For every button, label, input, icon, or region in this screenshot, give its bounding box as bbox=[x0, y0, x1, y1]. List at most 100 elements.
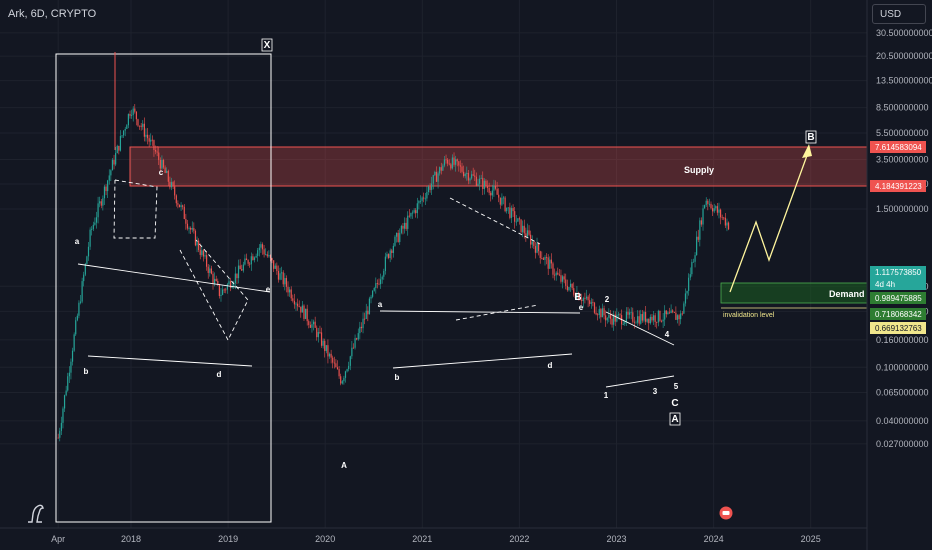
candles-layer bbox=[57, 104, 730, 442]
candle-body bbox=[432, 175, 434, 184]
wave-label: e bbox=[579, 303, 584, 312]
candle-body bbox=[167, 170, 169, 182]
candle-body bbox=[384, 256, 386, 271]
grid-lines bbox=[0, 0, 867, 528]
candle-body bbox=[293, 300, 296, 305]
candle-body bbox=[491, 190, 493, 196]
price-tag-label: 4.184391223 bbox=[875, 182, 922, 191]
candle-body bbox=[352, 347, 355, 349]
candle-body bbox=[676, 315, 679, 320]
triangle1-upper-line bbox=[77, 263, 271, 293]
candle-body bbox=[309, 324, 311, 328]
candle-body bbox=[99, 201, 101, 204]
candle-body bbox=[338, 369, 340, 377]
candle-body bbox=[518, 218, 521, 220]
candle-body bbox=[273, 260, 275, 269]
projection-arrowhead bbox=[802, 144, 812, 158]
candle-body bbox=[710, 203, 712, 209]
earnings-event-icon[interactable] bbox=[719, 506, 733, 520]
candle-body bbox=[364, 318, 366, 320]
time-axis[interactable]: Apr 2018 2019 2020 2021 2022 2023 2024 2025 bbox=[0, 527, 867, 544]
candle-body bbox=[116, 145, 118, 154]
candle-body bbox=[440, 167, 442, 171]
candle-body bbox=[359, 326, 361, 334]
candle-body bbox=[560, 275, 562, 282]
candle-body bbox=[132, 108, 134, 116]
currency-button[interactable]: USD bbox=[872, 4, 926, 24]
candle-body bbox=[670, 310, 672, 314]
candle-body bbox=[161, 159, 163, 169]
candle-body bbox=[105, 186, 107, 192]
candle-body bbox=[475, 176, 477, 186]
candle-body bbox=[553, 274, 556, 276]
candle-body bbox=[332, 357, 334, 363]
candle-body bbox=[94, 222, 96, 225]
candle-body bbox=[107, 180, 109, 192]
candle-body bbox=[683, 303, 685, 314]
supply-zone bbox=[129, 146, 868, 187]
candle-body bbox=[517, 218, 519, 222]
candle-body bbox=[697, 236, 699, 240]
candle-body bbox=[100, 201, 102, 206]
candle-body bbox=[402, 225, 404, 229]
candle-body bbox=[148, 138, 150, 142]
candle-body bbox=[63, 395, 66, 409]
candle-body bbox=[597, 314, 599, 316]
candle-body bbox=[172, 182, 174, 187]
candle-body bbox=[704, 205, 706, 209]
candle-body bbox=[499, 197, 501, 205]
candle-body bbox=[718, 209, 720, 213]
candle-body bbox=[137, 119, 139, 126]
candle-body bbox=[178, 204, 181, 208]
candle-body bbox=[480, 177, 482, 179]
candle-body bbox=[635, 322, 637, 324]
candle-body bbox=[89, 229, 91, 247]
candle-body bbox=[539, 251, 541, 258]
candle-body bbox=[265, 254, 267, 256]
candle-body bbox=[234, 273, 236, 283]
candle-body bbox=[362, 318, 364, 329]
wave-label: d bbox=[548, 361, 553, 370]
candle-body bbox=[665, 310, 667, 315]
candle-body bbox=[111, 159, 114, 171]
candle-body bbox=[266, 254, 268, 257]
candle-body bbox=[341, 381, 343, 384]
price-tag-label: 0.989475885 bbox=[875, 294, 922, 303]
candle-body bbox=[461, 166, 463, 172]
candle-body bbox=[159, 159, 161, 169]
candle-body bbox=[542, 258, 545, 260]
candle-body bbox=[121, 135, 123, 137]
candle-body bbox=[614, 314, 616, 322]
candle-body bbox=[277, 270, 280, 280]
candle-body bbox=[724, 217, 726, 226]
price-tick-label: 30.500000000 bbox=[876, 28, 932, 38]
candle-body bbox=[258, 247, 260, 251]
candle-body bbox=[627, 311, 629, 315]
dashed-line-upper-2021 bbox=[449, 197, 541, 245]
candle-body bbox=[218, 284, 220, 296]
candle-body bbox=[343, 377, 345, 382]
candle-body bbox=[124, 128, 126, 131]
candle-body bbox=[646, 318, 648, 322]
candle-body bbox=[415, 210, 417, 214]
candle-body bbox=[684, 293, 687, 304]
candle-body bbox=[228, 281, 230, 285]
candle-body bbox=[68, 372, 70, 377]
candle-body bbox=[162, 159, 165, 168]
candle-body bbox=[279, 273, 281, 280]
candle-body bbox=[466, 172, 468, 174]
candle-body bbox=[166, 170, 168, 173]
candle-body bbox=[381, 276, 383, 280]
candle-body bbox=[469, 178, 471, 181]
candle-body bbox=[467, 172, 469, 181]
triangle2-lower-line bbox=[392, 353, 573, 369]
price-tick-label: 0.027000000 bbox=[876, 439, 929, 449]
candle-body bbox=[150, 139, 152, 142]
candle-body bbox=[380, 279, 382, 285]
candle-body bbox=[153, 140, 155, 151]
tradingview-logo-icon[interactable] bbox=[24, 500, 50, 526]
candle-body bbox=[579, 299, 581, 301]
wave-label: b bbox=[395, 373, 400, 382]
